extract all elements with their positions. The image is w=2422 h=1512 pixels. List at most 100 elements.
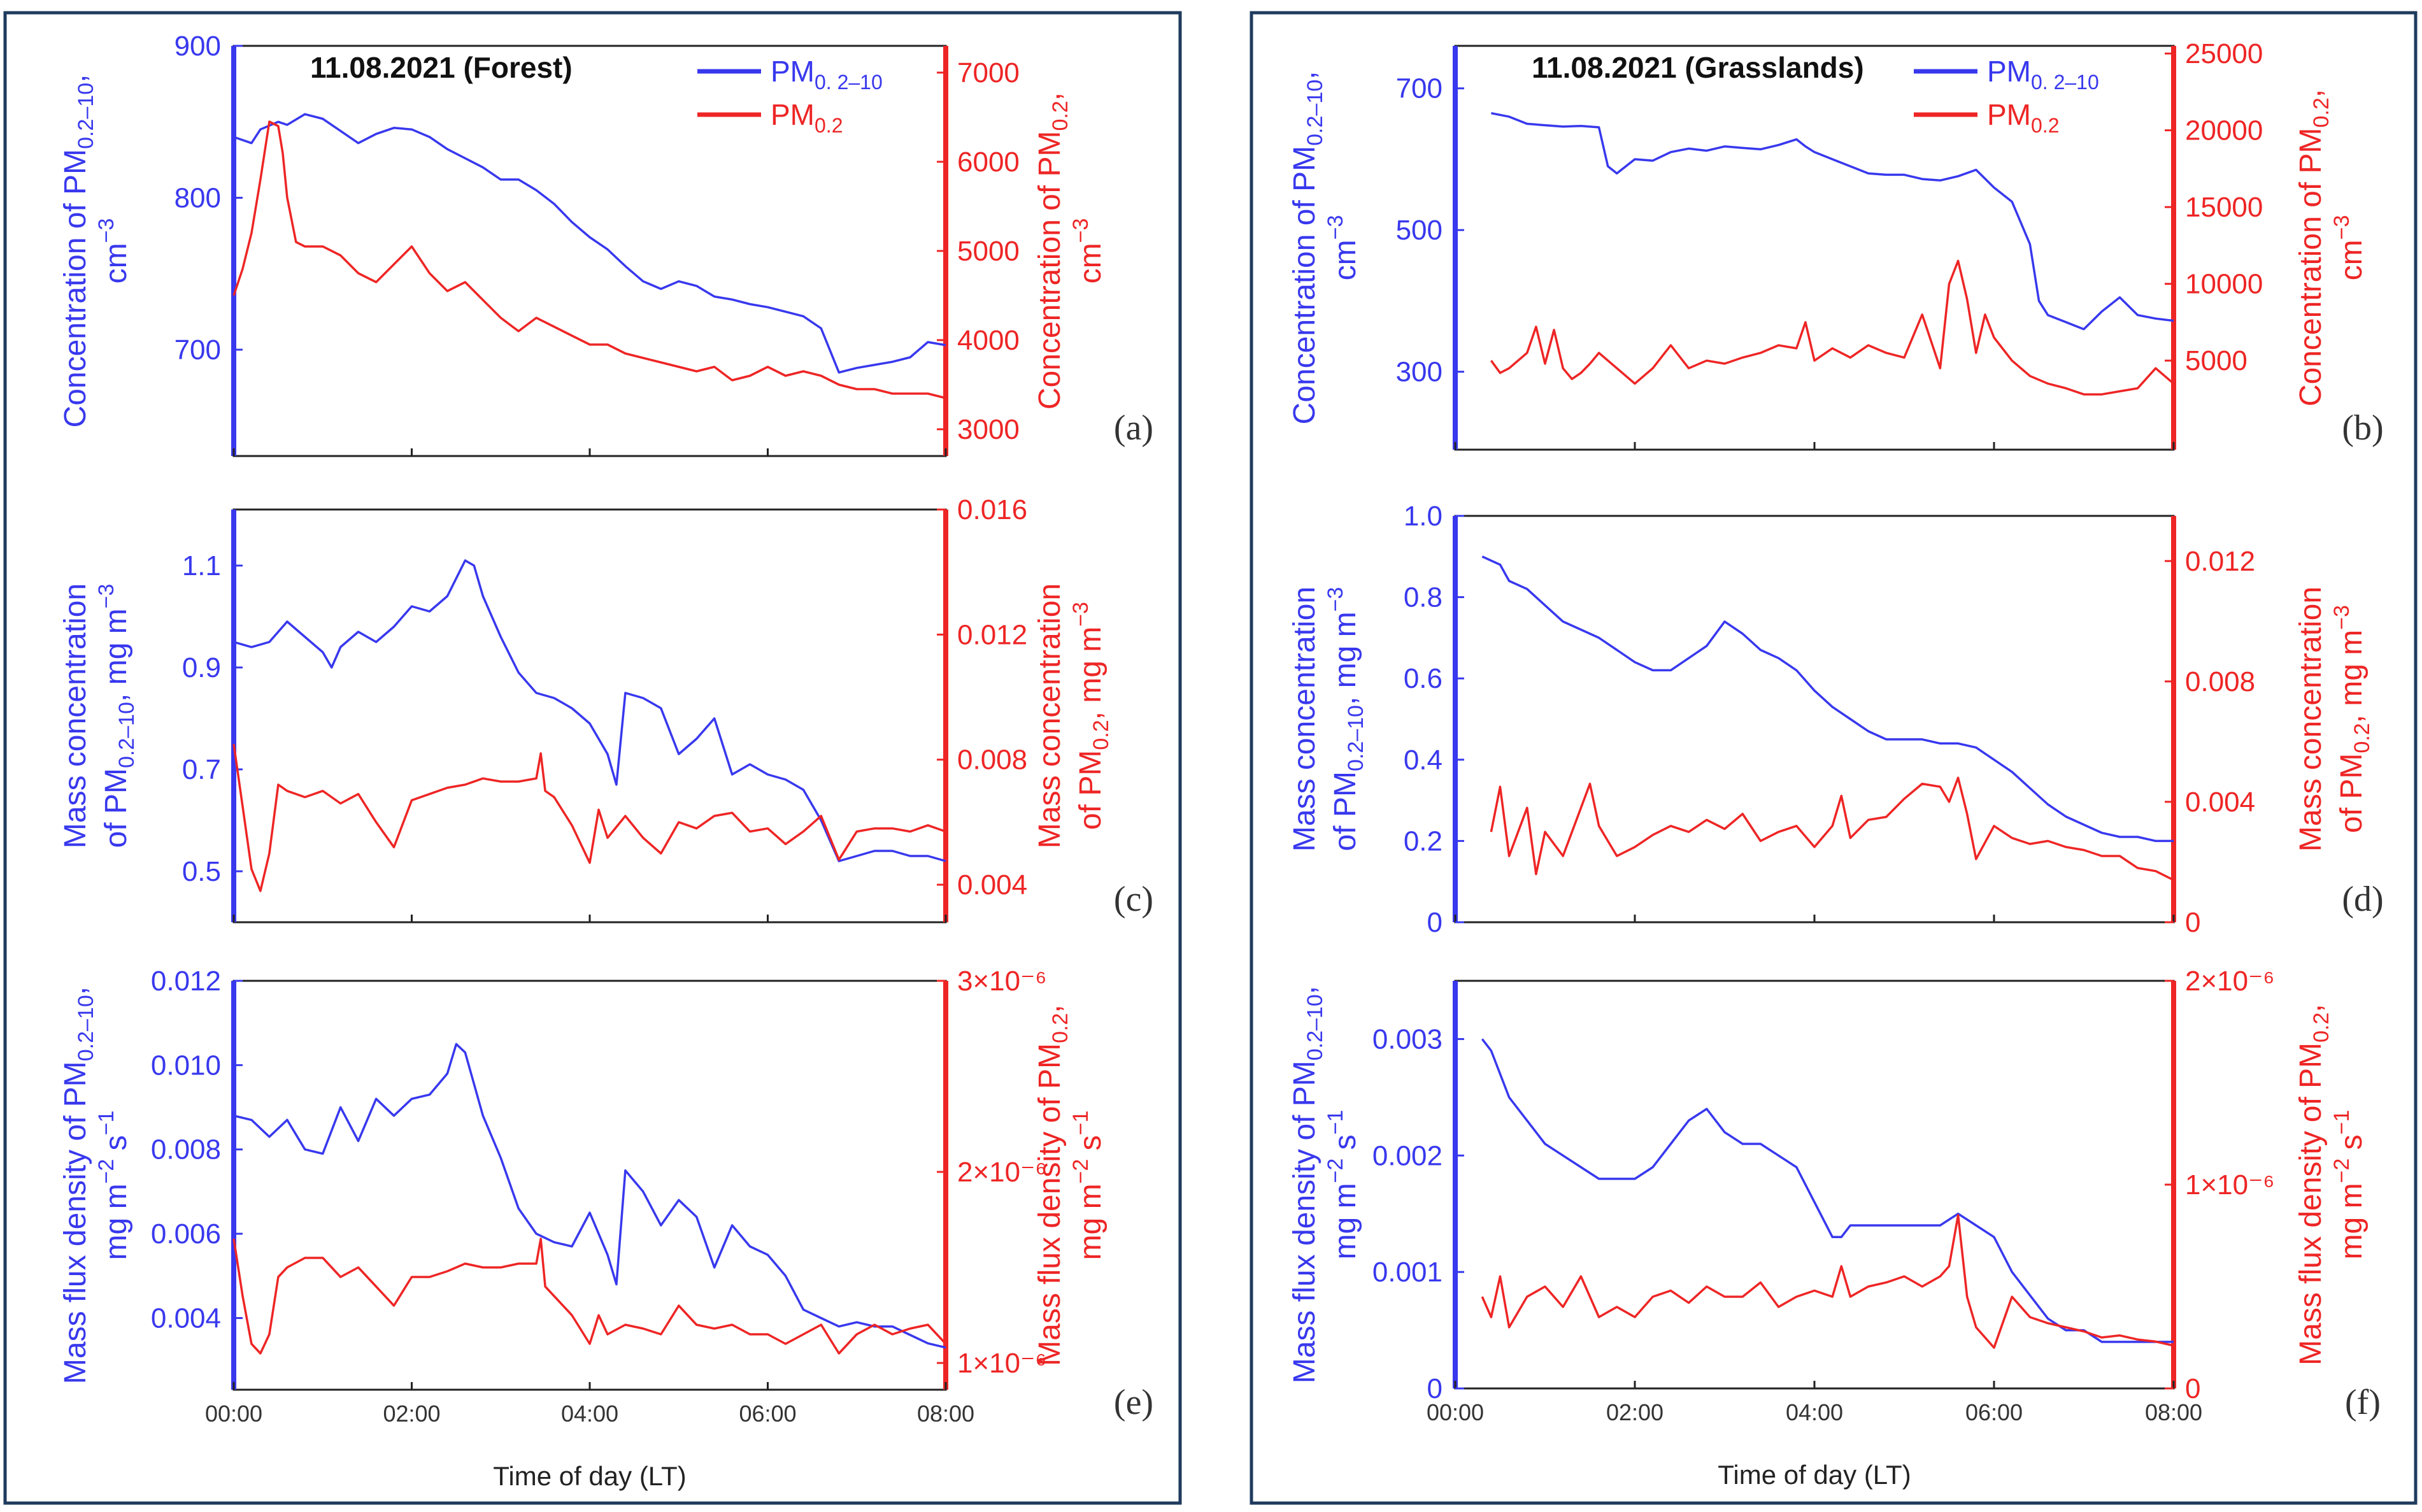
panel-label: (c) xyxy=(1114,880,1153,919)
y-axis-label-line: Concentration of PM0.2–10​, xyxy=(59,75,98,428)
y-axis-label-line: Concentration of PM0.2​, xyxy=(1033,92,1072,410)
series-line-pm-fine xyxy=(232,1237,947,1355)
y-axis-label-line: mg m−2​ s−1​ xyxy=(94,1111,133,1260)
panel-d: 0 0.2 0.4 0.6 0.8 1.0 0 0.004 0.008 0.012 (d) xyxy=(1404,501,2384,938)
y-axis-label-line: Concentration of PM0.2–10​, xyxy=(1288,71,1327,425)
label-part: , mg m xyxy=(1329,611,1362,705)
y-tick-label-left: 0.5 xyxy=(182,856,221,887)
y-axis-label: Mass flux density of PM0.2​,mg m−2​ s−1​ xyxy=(1033,1004,1108,1366)
x-tick-label: 00:00 xyxy=(205,1401,262,1427)
label-part: −3 xyxy=(1323,215,1348,240)
y-axis-label: Mass flux density of PM0.2​,mg m−2​ s−1​ xyxy=(2294,1004,2369,1365)
x-tick-label: 06:00 xyxy=(739,1401,796,1427)
y-tick-label-left: 700 xyxy=(1396,73,1443,104)
y-tick-label-right: 1×10⁻⁶ xyxy=(2185,1169,2274,1201)
y-axis-label-line: of PM0.2–10​, mg m−3​ xyxy=(94,584,139,848)
label-part: PM xyxy=(771,55,815,88)
label-part: cm xyxy=(99,243,133,283)
y-tick-label-right: 0 xyxy=(2185,907,2200,938)
x-tick-label: 02:00 xyxy=(1606,1399,1663,1425)
label-part: Concentration of PM xyxy=(1288,146,1321,425)
panel-c: 0.5 0.7 0.9 1.1 0.004 0.008 0.012 0.016 (c) xyxy=(182,494,1153,924)
label-part: of PM xyxy=(1074,750,1108,830)
label-part: s xyxy=(99,1135,133,1159)
y-axis-label-line: mg m−2​ s−1​ xyxy=(2330,1110,2369,1260)
label-part: Mass flux density of PM xyxy=(1033,1043,1067,1366)
y-tick-label-left: 0 xyxy=(1427,907,1443,938)
label-part: −1 xyxy=(94,1111,118,1136)
y-tick-label-left: 0.002 xyxy=(1372,1140,1443,1171)
label-part: Mass flux density of PM xyxy=(59,1061,92,1384)
y-axis-label: Concentration of PM0.2–10​,cm−3​ xyxy=(1288,71,1362,425)
label-part: mg m xyxy=(99,1183,133,1260)
y-tick-label-left: 0.006 xyxy=(151,1218,221,1250)
label-part: PM xyxy=(1987,55,2031,88)
y-axis-label-line: Mass flux density of PM0.2–10​, xyxy=(59,987,98,1384)
series-line-pm-fine xyxy=(1490,259,2175,396)
y-tick-label-right: 2×10⁻⁶ xyxy=(957,1157,1046,1188)
label-part: of PM xyxy=(1329,771,1362,851)
y-tick-label-left: 0.004 xyxy=(151,1302,221,1334)
panel-f: 00:00 02:00 04:00 06:00 08:00 Time of day (LT… xyxy=(1372,966,2381,1490)
panel-label: (a) xyxy=(1114,408,1153,448)
y-tick-label-right: 20000 xyxy=(2185,115,2263,146)
y-tick-label-right: 5000 xyxy=(957,236,1020,267)
y-axis-label: Concentration of PM0.2​,cm−3​ xyxy=(1033,92,1108,410)
series-line-pm-fine xyxy=(1490,776,2174,881)
label-part: 0.2 xyxy=(2031,114,2059,137)
series-line-pm-coarse xyxy=(233,113,946,374)
label-part: 0.2 xyxy=(815,114,843,137)
y-tick-label-right: 0.008 xyxy=(2185,666,2255,697)
label-part: −2 xyxy=(2330,1159,2354,1183)
label-part: Concentration of PM xyxy=(1033,131,1067,410)
series-line-pm-coarse xyxy=(1481,1038,2174,1343)
series-line-pm-fine xyxy=(232,743,946,892)
label-part: , xyxy=(59,987,92,995)
label-part: Mass flux density of PM xyxy=(1288,1060,1321,1383)
label-part: , xyxy=(1288,71,1321,80)
label-part: 0.2–10 xyxy=(1344,705,1368,771)
panel-e: 00:00 02:00 04:00 06:00 08:00 Time of day (LT… xyxy=(151,966,1153,1491)
y-tick-label-left: 1.0 xyxy=(1404,501,1443,532)
panel-label: (b) xyxy=(2342,408,2383,448)
label-part: −1 xyxy=(2330,1110,2354,1135)
y-tick-label-right: 6000 xyxy=(957,146,1020,178)
y-tick-label-left: 300 xyxy=(1396,357,1443,388)
label-part: −3 xyxy=(2330,215,2354,240)
panel-label: (e) xyxy=(1114,1383,1153,1422)
panel-title: 11.08.2021 (Grasslands) xyxy=(1532,51,1864,84)
label-part: 0.2–10 xyxy=(115,702,139,768)
label-part: Mass concentration xyxy=(1033,583,1067,848)
label-part: , mg m xyxy=(99,608,133,702)
label-part: , mg m xyxy=(2335,630,2369,724)
panel-label: (d) xyxy=(2342,880,2383,919)
legend-label-coarse: PM0. 2–10 xyxy=(771,55,883,94)
y-tick-label-left: 0.008 xyxy=(151,1134,221,1166)
y-axis-label-line: Mass flux density of PM0.2​, xyxy=(1033,1004,1072,1366)
panel-a: 700 800 900 3000 4000 5000 6000 7000 (a) 11.08.20… xyxy=(175,31,1153,457)
y-axis-label: Mass flux density of PM0.2–10​,mg m−2​ s… xyxy=(59,987,133,1384)
y-tick-label-right: 15000 xyxy=(2185,192,2263,223)
label-part: , xyxy=(1033,1004,1067,1013)
label-part: −3 xyxy=(94,218,118,243)
y-axis-label-line: mg m−2​ s−1​ xyxy=(1323,1110,1362,1260)
label-part: Mass flux density of PM xyxy=(2294,1043,2328,1366)
x-tick-label: 08:00 xyxy=(917,1401,974,1427)
y-axis-label-line: Mass concentration xyxy=(1288,587,1321,852)
y-axis-label-line: of PM0.2​, mg m−3​ xyxy=(2330,605,2374,833)
y-tick-label-left: 0.4 xyxy=(1404,745,1443,776)
label-part: −1 xyxy=(1069,1111,1093,1136)
label-part: PM xyxy=(1987,98,2031,131)
label-part: s xyxy=(2335,1134,2369,1158)
y-axis-label-line: Mass concentration xyxy=(1033,583,1067,848)
y-axis-label-line: cm−3​ xyxy=(1323,215,1362,281)
y-tick-label-left: 0.8 xyxy=(1404,582,1443,613)
y-tick-label-right: 0.004 xyxy=(2185,787,2255,818)
x-tick-label: 08:00 xyxy=(2145,1399,2202,1425)
y-axis-label-line: Mass concentration xyxy=(59,583,92,848)
label-part: 0. 2–10 xyxy=(815,71,883,94)
